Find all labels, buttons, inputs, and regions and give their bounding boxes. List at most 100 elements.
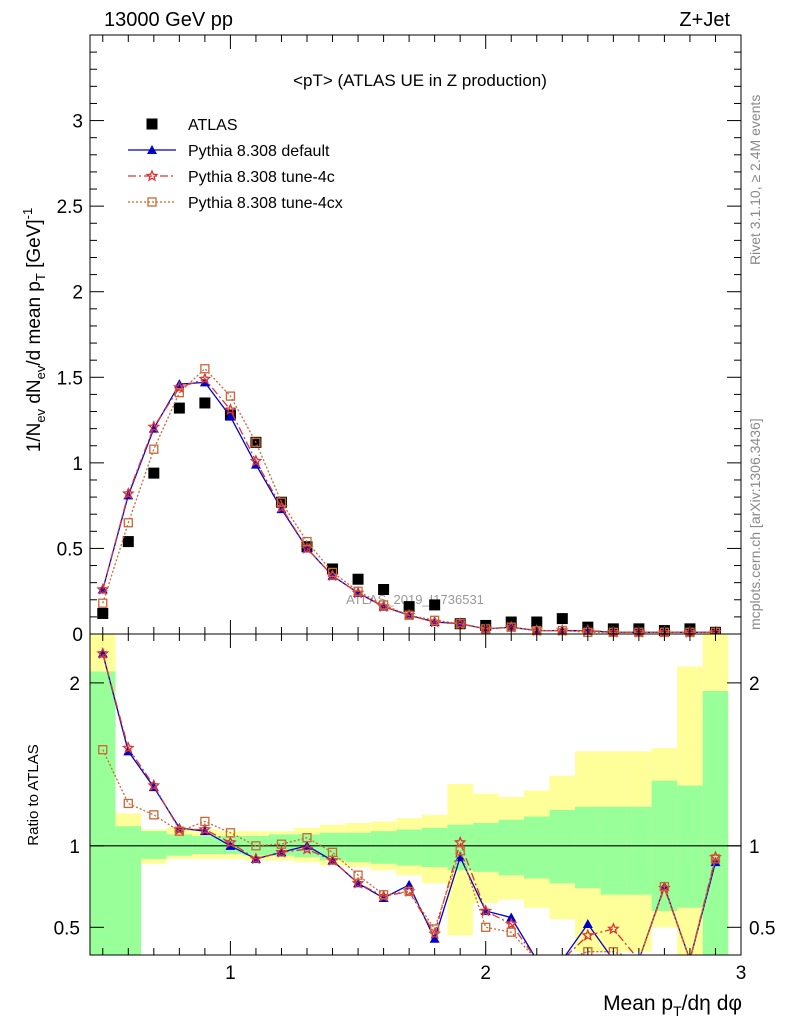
top-y-tick-label: 3 <box>72 112 83 133</box>
ratio-y-tick-label: 1 <box>69 837 80 858</box>
top-y-tick-label: 0.5 <box>57 539 83 560</box>
ratio-point-1-16 <box>504 917 518 930</box>
point-0-10 <box>352 573 364 585</box>
ratio-point-2-19 <box>583 947 593 955</box>
point-2-8 <box>300 541 314 554</box>
band-green <box>115 826 142 955</box>
point-3-6 <box>251 437 261 447</box>
ratio-point-2-3 <box>174 826 185 836</box>
point-0-0 <box>97 607 109 619</box>
top-y-tick-label: 1.5 <box>57 368 83 389</box>
point-3-5 <box>225 391 236 401</box>
legend-label-3: Pythia 8.308 tune-4cx <box>188 195 343 212</box>
point-0-11 <box>378 584 390 596</box>
ratio-point-1-1 <box>121 741 135 754</box>
ratio-point-2-6 <box>251 841 261 851</box>
legend-marker-0 <box>146 118 158 130</box>
point-3-12 <box>404 610 414 620</box>
band-green <box>524 816 550 879</box>
legend-label-1: Pythia 8.308 default <box>188 143 330 160</box>
band-green <box>498 819 524 876</box>
point-3-9 <box>327 567 338 578</box>
legend-marker-1 <box>147 145 157 154</box>
ratio-point-2-7 <box>276 839 287 849</box>
point-2-6 <box>249 454 263 467</box>
band-green <box>702 691 729 955</box>
main-panel: ATLAS_2019_I1736531 <pT> (ATLAS UE in Z … <box>57 34 742 646</box>
ratio-point-2-4 <box>200 816 210 827</box>
band-green <box>472 823 499 872</box>
point-2-2 <box>147 420 161 433</box>
ratio-point-2-5 <box>225 828 236 838</box>
x-tick-label: 3 <box>736 963 747 984</box>
ratio-point-2-15 <box>481 922 491 932</box>
ratio-point-1-15 <box>479 904 493 917</box>
ratio-point-2-13 <box>429 924 440 934</box>
plot-title: <pT> (ATLAS UE in Z production) <box>293 71 547 90</box>
point-2-1 <box>121 487 135 500</box>
legend-marker-3 <box>147 197 157 207</box>
point-2-3 <box>172 380 186 393</box>
ratio-point-1-4 <box>198 822 212 835</box>
point-0-17 <box>531 616 543 628</box>
ratio-y-tick-label: 2 <box>69 674 80 695</box>
ratio-point-1-9 <box>326 853 339 866</box>
point-3-13 <box>429 615 440 625</box>
ratio-axes: 0.5 0.5 1 1 2 2 1 2 3 <box>54 633 775 984</box>
band-green <box>141 831 167 859</box>
top-axes: 0 0.5 1 1.5 2 2.5 3 <box>57 34 742 646</box>
point-3-11 <box>378 600 389 610</box>
ratio-point-1-20 <box>606 922 620 935</box>
ratio-point-2-20 <box>608 947 619 955</box>
ratio-point-1-19 <box>581 928 595 941</box>
band-green <box>421 827 448 868</box>
ratio-point-0-16 <box>506 912 517 922</box>
point-0-12 <box>403 601 415 613</box>
point-0-13 <box>429 599 441 611</box>
legend: ATLAS Pythia 8.308 default Pythia 8.308 tu… <box>128 117 343 212</box>
ratio-point-0-12 <box>404 879 415 889</box>
ratio-bands <box>90 634 741 955</box>
point-3-4 <box>200 364 210 374</box>
series-3 <box>98 364 721 637</box>
ratio-series-inner <box>96 646 722 955</box>
point-0-3 <box>173 402 185 414</box>
point-1-5 <box>225 411 236 421</box>
band-green <box>677 785 703 908</box>
legend-label-2: Pythia 8.308 tune-4c <box>188 169 335 186</box>
band-green <box>600 806 627 895</box>
ratio-series-group <box>96 646 722 955</box>
point-2-4 <box>198 372 212 385</box>
ratio-point-2-10 <box>353 870 363 880</box>
ratio-point-2-2 <box>149 810 159 820</box>
point-2-5 <box>224 403 237 416</box>
rivet-label: Rivet 3.1.10, ≥ 2.4M events <box>747 95 763 265</box>
x-tick-label: 2 <box>480 963 491 984</box>
band-green <box>549 809 576 884</box>
ratio-point-1-10 <box>351 876 365 889</box>
top-y-tick-label: 2 <box>72 283 83 304</box>
ratio-point-1-14 <box>453 835 467 848</box>
band-green <box>370 831 397 864</box>
point-3-0 <box>98 598 108 608</box>
ratio-point-1-0 <box>96 646 110 659</box>
point-3-2 <box>149 444 159 454</box>
top-y-tick-label: 2.5 <box>57 197 83 218</box>
band-green <box>575 806 601 889</box>
ratio-point-0-19 <box>582 919 593 929</box>
ratio-point-2-11 <box>378 890 389 900</box>
ratio-series-1 <box>96 646 722 955</box>
ratio-panel: 0.5 0.5 1 1 2 2 1 2 3 <box>54 633 775 984</box>
band-green <box>345 832 371 863</box>
x-tick-label: 1 <box>225 963 236 984</box>
point-0-18 <box>556 613 568 625</box>
ratio-y-tick-label-right: 2 <box>749 674 760 695</box>
mcplots-label: mcplots.cern.ch [arXiv:1306.3436] <box>747 418 763 630</box>
point-0-4 <box>199 397 211 409</box>
ratio-point-1-8 <box>300 842 314 855</box>
ratio-point-1-7 <box>275 845 288 858</box>
band-green <box>192 836 218 854</box>
band-green <box>626 806 652 895</box>
legend-marker-2 <box>145 169 159 182</box>
